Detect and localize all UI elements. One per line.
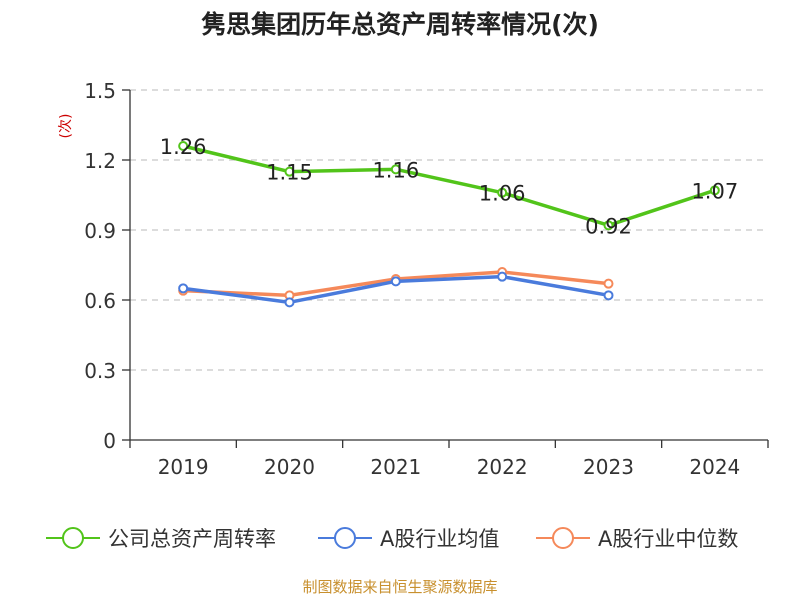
data-point <box>603 220 614 231</box>
legend-marker <box>334 527 356 549</box>
data-point <box>497 271 508 282</box>
y-axis-label: (次) <box>58 114 74 139</box>
chart-title: 隽思集团历年总资产周转率情况(次) <box>201 10 599 39</box>
x-tick-label: 2019 <box>158 455 209 479</box>
x-tick-label: 2020 <box>264 455 315 479</box>
y-tick-label: 0.6 <box>84 289 116 313</box>
data-point <box>178 141 189 151</box>
x-tick-label: 2021 <box>370 455 421 479</box>
data-point <box>709 185 720 196</box>
data-point <box>178 283 189 294</box>
data-label: 0.92 <box>585 214 632 238</box>
data-label: 1.16 <box>372 158 419 182</box>
legend-label: 公司总资产周转率 <box>108 527 276 551</box>
y-tick-label: 1.5 <box>84 79 116 103</box>
data-label: 1.07 <box>691 179 738 203</box>
data-point <box>390 164 401 175</box>
x-tick-label: 2024 <box>689 455 740 479</box>
y-tick-label: 0 <box>103 429 116 453</box>
legend-marker <box>552 527 574 549</box>
y-tick-label: 0.3 <box>84 359 116 383</box>
data-label: 1.06 <box>479 182 526 206</box>
series-layer <box>178 141 720 308</box>
data-label: 1.26 <box>160 135 207 159</box>
axes: 0 0.3 0.6 0.9 1.2 1.5 2019 2020 2021 2022 2023 2024 <box>84 79 769 479</box>
data-label: 1.15 <box>266 161 313 185</box>
x-tick-label: 2022 <box>477 455 528 479</box>
x-tick-label: 2023 <box>583 455 634 479</box>
data-label-layer: 1.26 1.15 1.16 1.06 0.92 1.07 <box>160 135 738 238</box>
y-tick-label: 0.9 <box>84 219 116 243</box>
series-line <box>181 144 717 228</box>
legend-label: A股行业均值 <box>380 527 499 551</box>
data-point <box>390 276 401 287</box>
legend-marker <box>62 527 84 549</box>
data-point <box>284 166 295 177</box>
gridlines <box>130 89 768 371</box>
legend-label: A股行业中位数 <box>598 527 738 551</box>
legend: 公司总资产周转率 A股行业均值 A股行业中位数 <box>46 527 738 551</box>
data-point <box>497 187 508 198</box>
data-point <box>284 297 295 308</box>
y-tick-label: 1.2 <box>84 149 116 173</box>
data-point <box>603 290 614 301</box>
data-point <box>603 278 614 289</box>
source-note: 制图数据来自恒生聚源数据库 <box>302 578 497 596</box>
